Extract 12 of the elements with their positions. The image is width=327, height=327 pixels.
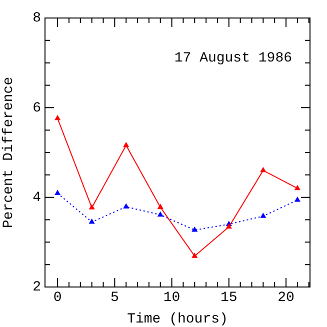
x-axis-title: Time (hours)	[127, 311, 228, 327]
y-tick-label: 6	[32, 100, 41, 116]
y-tick-label: 8	[32, 10, 41, 27]
y-axis-title: Percent Difference	[1, 76, 18, 228]
x-tick-label: 20	[278, 290, 294, 306]
x-tick-label: 15	[220, 290, 238, 306]
x-tick-label: 10	[163, 290, 180, 306]
x-tick-label: 5	[110, 290, 119, 306]
y-tick-label: 2	[32, 280, 41, 296]
annotation: 17 August 1986	[174, 50, 292, 67]
y-tick-label: 4	[32, 190, 41, 206]
x-tick-label: 0	[53, 290, 62, 306]
